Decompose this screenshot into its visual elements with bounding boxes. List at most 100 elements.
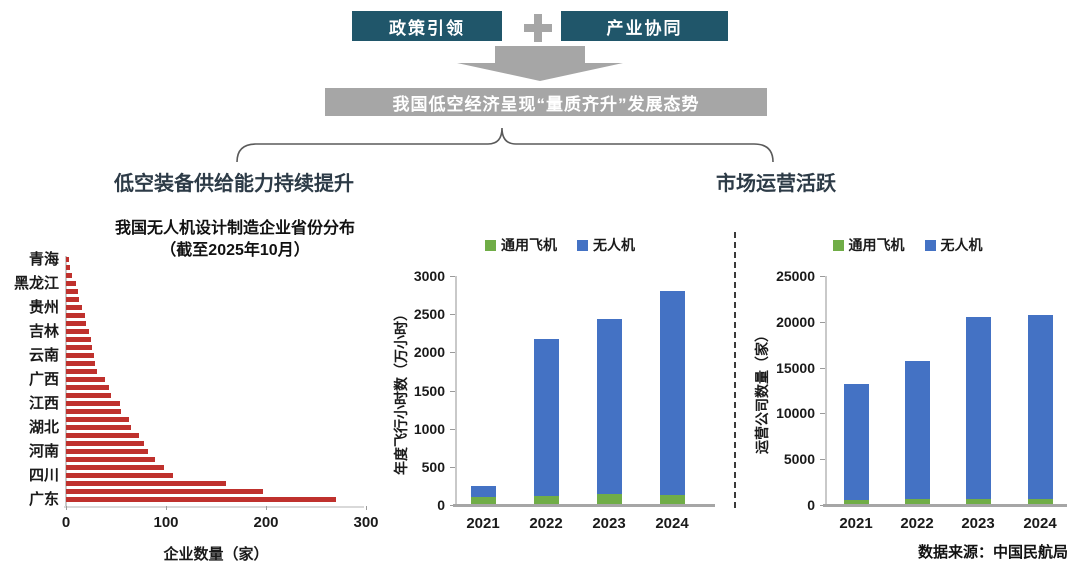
bar-segment [659,291,685,496]
x-category-label: 2023 [592,515,626,532]
x-tick-label: 300 [353,514,379,531]
province-bar [66,481,226,486]
province-bar [66,353,94,358]
legend-swatch-icon [577,239,588,251]
y-tick-mark [450,505,455,506]
y-tick-label: 5000 [783,451,815,468]
province-label: 云南 [28,347,59,364]
y-axis-line [825,276,827,505]
y-tick-mark [450,428,455,430]
y-tick-mark [450,466,455,468]
province-label: 吉林 [28,323,59,340]
province-bar [66,305,82,310]
legend-label: 通用飞机 [501,237,557,253]
y-tick-label: 0 [807,497,815,513]
x-category-label: 2021 [466,515,500,532]
legend-label: 通用飞机 [848,237,905,253]
bar-segment [470,485,496,498]
province-bar [66,265,70,270]
province-bar [66,321,86,326]
chart-legend: 通用飞机 无人机 [735,235,1080,255]
section-divider [734,232,736,508]
bar-segment [1027,315,1053,499]
y-tick-mark [820,321,825,323]
x-tick-mark [266,506,267,510]
legend-label: 无人机 [593,237,635,253]
province-label: 河南 [28,443,59,460]
legend-label: 无人机 [940,237,983,253]
bar-segment [965,317,991,500]
x-axis-baseline [453,504,715,507]
policy-box: 政策引领 [352,11,502,41]
y-axis-line [455,276,457,505]
x-category-label: 2024 [1023,515,1057,532]
x-axis-line [64,506,364,508]
legend-item: 无人机 [577,235,635,255]
legend-item: 无人机 [924,235,983,255]
x-category-label: 2022 [900,515,934,532]
province-bar [66,289,78,294]
province-bar [66,465,164,470]
y-tick-label: 1000 [413,420,445,437]
down-arrow-icon [457,46,623,81]
bar-segment [965,499,991,505]
y-tick-label: 25000 [776,268,815,284]
y-tick-mark [820,367,825,369]
province-label: 湖北 [28,419,59,436]
bar-segment [596,318,622,495]
operator-count-chart: 通用飞机 无人机 0 5000 10000 15000 20000 25000 运营公司数量（家… [735,228,1080,558]
province-bar [66,497,336,502]
bar-segment [904,360,930,500]
province-distribution-chart: 我国无人机设计制造企业省份分布 （截至2025年10月） 青海 黑龙江 贵州 吉林 云南 广西… [0,218,398,575]
province-bar [66,393,111,398]
province-bar [66,417,129,422]
chart-legend: 通用飞机 无人机 [395,235,725,255]
province-label: 广西 [28,371,59,388]
left-section-header: 低空装备供给能力持续提升 [114,173,354,195]
x-axis-title: 企业数量（家） [163,546,269,563]
y-tick-label: 500 [421,458,445,475]
x-tick-mark [66,506,67,510]
y-tick-mark [820,459,825,461]
province-bar [66,361,95,366]
province-bar [66,273,72,278]
province-bar [66,377,105,382]
y-tick-mark [820,276,825,277]
x-category-label: 2023 [961,515,995,532]
industry-box: 产业协同 [561,11,728,41]
y-tick-label: 15000 [776,359,815,376]
x-tick-label: 0 [61,514,71,531]
province-label: 贵州 [28,299,59,316]
province-bar [66,297,79,302]
y-axis-title: 年度飞行小时数（万小时） [393,306,409,475]
y-tick-label: 2000 [413,344,445,361]
legend-swatch-icon [485,239,496,251]
y-tick-mark [450,352,455,354]
province-bar [66,257,69,262]
province-bar [66,425,131,430]
legend-item: 通用飞机 [485,235,557,255]
x-tick-label: 100 [153,514,179,531]
x-tick-mark [166,506,167,510]
province-label: 广东 [28,491,59,508]
bar-segment [596,494,622,505]
y-axis-line [65,256,67,506]
province-bar [66,369,97,374]
y-tick-mark [450,276,455,277]
province-bar [66,409,121,414]
province-label: 青海 [28,251,59,268]
legend-swatch-icon [924,239,936,251]
right-section-header: 市场运营活跃 [716,173,836,195]
flight-hours-chart: 通用飞机 无人机 0 500 1000 1500 2000 2500 3000 年度飞行小时数（万… [393,228,725,558]
x-category-label: 2021 [839,515,873,532]
bar-segment [533,495,559,505]
chart-subtitle: （截至2025年10月） [160,242,310,259]
province-bar [66,313,85,318]
bar-segment [904,499,930,505]
y-axis-title: 运营公司数量（家） [754,327,770,454]
province-bar [66,385,109,390]
x-tick-mark [366,506,367,510]
bar-segment [843,499,869,505]
province-label: 四川 [28,467,59,484]
province-bar [66,345,92,350]
